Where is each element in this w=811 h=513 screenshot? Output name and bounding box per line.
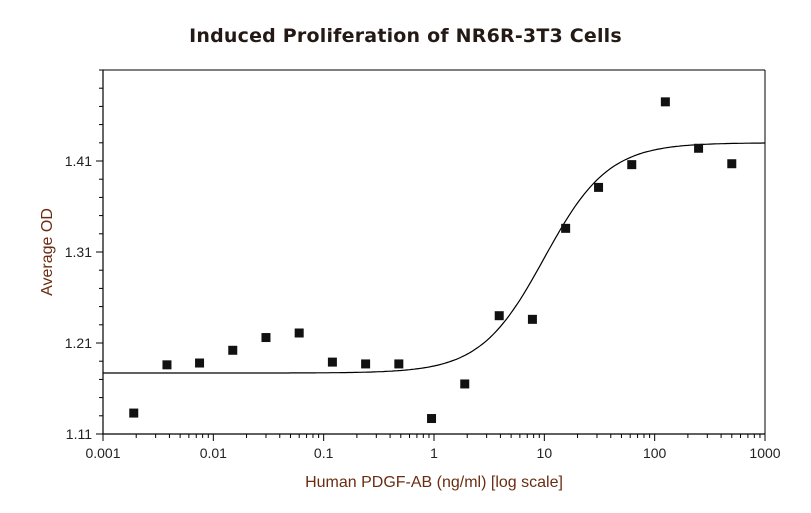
data-points xyxy=(129,97,737,424)
y-axis-ticks: 1.11 1.21 1.31 1.41 xyxy=(65,69,103,442)
x-tick-label: 0.1 xyxy=(314,445,334,461)
data-point xyxy=(195,358,205,368)
chart-title: Induced Proliferation of NR6R-3T3 Cells xyxy=(189,25,622,47)
data-point xyxy=(561,223,571,233)
data-point xyxy=(162,360,172,370)
data-point xyxy=(294,328,304,338)
x-tick-label: 0.01 xyxy=(200,445,227,461)
data-point xyxy=(361,359,371,369)
data-point xyxy=(527,314,537,324)
x-axis-title: Human PDGF-AB (ng/ml) [log scale] xyxy=(305,474,563,491)
y-tick-label: 1.11 xyxy=(66,426,92,442)
x-tick-label: 0.001 xyxy=(85,445,120,461)
plot-area xyxy=(102,69,766,435)
x-axis-ticks: 0.001 0.01 0.1 1 10 100 1000 xyxy=(85,434,781,461)
data-point xyxy=(129,408,139,418)
y-tick-label: 1.31 xyxy=(65,244,92,260)
data-point xyxy=(494,311,504,321)
data-point xyxy=(327,357,337,367)
data-point xyxy=(660,97,670,107)
data-point xyxy=(594,182,604,192)
data-point xyxy=(460,379,470,389)
data-point xyxy=(394,359,404,369)
x-tick-label: 1000 xyxy=(749,445,780,461)
data-point xyxy=(694,143,704,153)
y-axis-title: Average OD xyxy=(39,208,56,296)
x-tick-label: 10 xyxy=(537,445,553,461)
y-tick-label: 1.21 xyxy=(65,335,92,351)
y-tick-label: 1.41 xyxy=(65,153,92,169)
data-point xyxy=(427,414,437,424)
data-point xyxy=(727,159,737,169)
x-tick-label: 100 xyxy=(643,445,667,461)
data-point xyxy=(261,333,271,343)
x-tick-label: 1 xyxy=(430,445,438,461)
data-point xyxy=(627,160,637,170)
fit-curve xyxy=(103,142,765,374)
data-point xyxy=(228,345,238,355)
